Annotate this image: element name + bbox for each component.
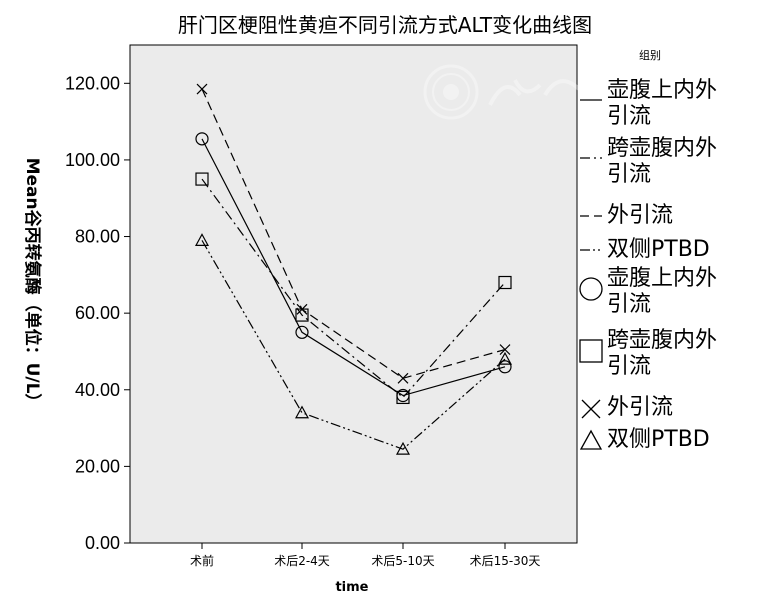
legend-label: 跨壶腹内外引流 [607,328,717,379]
legend-marker-swatch [579,429,603,450]
series-line [201,138,506,397]
data-point [397,372,409,384]
x-tick-label: 术后5-10天 [371,554,434,568]
data-point [295,325,309,339]
series-group [194,83,513,455]
series-line [201,240,506,450]
data-point [194,233,210,246]
data-point [294,405,310,419]
watermark-logo [423,64,612,120]
data-point [497,351,513,365]
legend: 壶腹上内外引流跨壶腹内外引流外引流双侧PTBD壶腹上内外引流跨壶腹内外引流外引流… [579,78,717,452]
x-tick-label: 术前 [190,553,214,568]
legend-marker-swatch [579,277,603,301]
legend-item: 跨壶腹内外引流 [579,328,717,379]
data-point [498,360,512,374]
y-tick-label: 20.00 [75,456,120,476]
legend-label: 双侧PTBD [607,237,710,262]
chart-title: 肝门区梗阻性黄疸不同引流方式ALT变化曲线图 [178,13,592,37]
y-axis-label: Mean谷丙转氨酶（单位：U/L） [22,158,43,411]
y-tick-label: 0.00 [85,533,120,553]
data-point [499,344,511,355]
legend-item: 壶腹上内外引流 [579,266,717,317]
legend-item: 双侧PTBD [580,237,710,262]
data-point [196,83,208,95]
legend-marker-swatch [581,399,601,419]
x-tick-label: 术后15-30天 [470,554,541,568]
legend-item: 双侧PTBD [579,427,710,452]
y-tick-label: 100.00 [65,150,120,170]
legend-item: 壶腹上内外引流 [580,78,717,129]
plot-area [129,44,578,544]
legend-marker-swatch [579,339,603,363]
series-line [201,88,506,379]
data-point [296,303,308,315]
legend-label: 双侧PTBD [607,427,710,452]
x-tick-label: 术后2-4天 [274,554,330,568]
legend-item: 跨壶腹内外引流 [580,136,717,187]
data-point [195,172,209,186]
data-point [395,441,411,455]
legend-item: 外引流 [580,203,673,228]
series-line [201,178,506,399]
legend-title: 组别 [639,48,661,62]
legend-label: 外引流 [607,395,673,420]
legend-item: 外引流 [581,395,673,420]
y-tick-label: 120.00 [65,73,120,93]
x-axis: 术前 术后2-4天 术后5-10天 术后15-30天 [190,543,540,568]
legend-label: 壶腹上内外引流 [607,266,717,317]
data-point [498,275,512,290]
y-tick-label: 40.00 [75,380,120,400]
y-tick-label: 60.00 [75,303,120,323]
y-axis: 0.00 20.00 40.00 60.00 80.00 100.00 120.00 [65,73,130,553]
data-point [195,132,209,146]
data-point [396,390,410,405]
legend-label: 跨壶腹内外引流 [607,136,717,187]
legend-label: 壶腹上内外引流 [607,78,717,129]
legend-label: 外引流 [607,203,673,228]
y-tick-label: 80.00 [75,227,120,247]
x-axis-label: time [335,580,368,595]
